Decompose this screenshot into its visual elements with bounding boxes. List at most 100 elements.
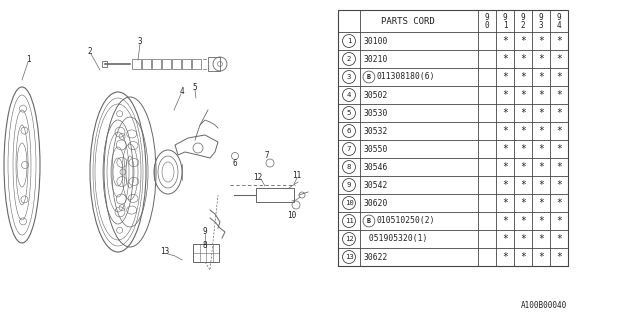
Text: *: * [520,108,526,118]
Text: 7: 7 [347,146,351,152]
Text: 5: 5 [347,110,351,116]
Text: *: * [538,234,544,244]
Text: *: * [520,36,526,46]
Text: *: * [538,126,544,136]
Text: 010510250(2): 010510250(2) [377,217,435,226]
Text: *: * [502,198,508,208]
Text: 011308180(6): 011308180(6) [377,73,435,82]
Text: *: * [538,90,544,100]
Text: 8: 8 [347,164,351,170]
Text: 30546: 30546 [364,163,388,172]
Text: 051905320(1): 051905320(1) [364,235,428,244]
Text: 3: 3 [138,37,142,46]
Bar [172,59,181,69]
Text: 11: 11 [344,218,353,224]
Text: 30542: 30542 [364,180,388,189]
Text: 9: 9 [557,12,561,21]
Bar [102,61,107,67]
Text: 12: 12 [344,236,353,242]
Text: *: * [556,216,562,226]
Text: *: * [538,216,544,226]
Text: *: * [520,162,526,172]
Text: *: * [502,72,508,82]
Text: *: * [502,126,508,136]
Text: *: * [556,162,562,172]
Text: *: * [520,180,526,190]
Text: 9: 9 [347,182,351,188]
Text: 30620: 30620 [364,198,388,207]
Text: *: * [538,198,544,208]
Text: 9: 9 [484,12,490,21]
Text: 30100: 30100 [364,36,388,45]
Text: *: * [556,252,562,262]
Bar [162,59,171,69]
Text: 11: 11 [292,172,301,180]
Text: 30622: 30622 [364,252,388,261]
Text: 4: 4 [557,21,561,30]
Text: *: * [502,90,508,100]
Text: 30532: 30532 [364,126,388,135]
Text: 2: 2 [88,47,92,57]
Text: *: * [520,72,526,82]
Bar [182,59,191,69]
Text: *: * [538,180,544,190]
Text: *: * [502,252,508,262]
Text: *: * [556,126,562,136]
Text: 6: 6 [347,128,351,134]
Text: *: * [538,108,544,118]
Text: 1: 1 [347,38,351,44]
Text: 1: 1 [502,21,508,30]
Text: B: B [367,74,371,80]
Text: *: * [520,126,526,136]
Text: 6: 6 [233,158,237,167]
Text: *: * [556,72,562,82]
Text: 4: 4 [347,92,351,98]
Text: *: * [520,234,526,244]
Bar [142,59,151,69]
Text: 9: 9 [502,12,508,21]
Text: 9: 9 [203,228,207,236]
Bar [256,188,294,202]
Text: *: * [520,90,526,100]
Text: 30550: 30550 [364,145,388,154]
Text: *: * [556,54,562,64]
Text: *: * [556,36,562,46]
Text: A100B00040: A100B00040 [521,301,567,310]
Text: 9: 9 [521,12,525,21]
Bar [152,59,161,69]
Text: *: * [520,198,526,208]
Text: *: * [502,216,508,226]
Text: *: * [556,108,562,118]
Text: 13: 13 [161,247,170,257]
Bar [192,59,201,69]
Text: *: * [502,144,508,154]
Text: *: * [502,162,508,172]
Text: 9: 9 [539,12,543,21]
Text: *: * [538,252,544,262]
Text: *: * [520,216,526,226]
Text: 0: 0 [484,21,490,30]
Text: *: * [520,252,526,262]
Text: 1: 1 [26,55,30,65]
Text: *: * [502,36,508,46]
Text: *: * [538,36,544,46]
Bar [208,57,220,71]
Text: 12: 12 [253,172,262,181]
Text: *: * [538,54,544,64]
Text: *: * [520,54,526,64]
Text: 30502: 30502 [364,91,388,100]
Text: *: * [502,54,508,64]
Bar [132,59,141,69]
Text: *: * [556,180,562,190]
Text: 30210: 30210 [364,54,388,63]
Text: *: * [556,198,562,208]
Text: 30530: 30530 [364,108,388,117]
Text: 3: 3 [539,21,543,30]
Text: *: * [556,234,562,244]
Text: 8: 8 [203,241,207,250]
Text: *: * [538,144,544,154]
Text: *: * [502,234,508,244]
Bar [193,244,219,262]
Text: *: * [556,90,562,100]
Bar [338,10,568,266]
